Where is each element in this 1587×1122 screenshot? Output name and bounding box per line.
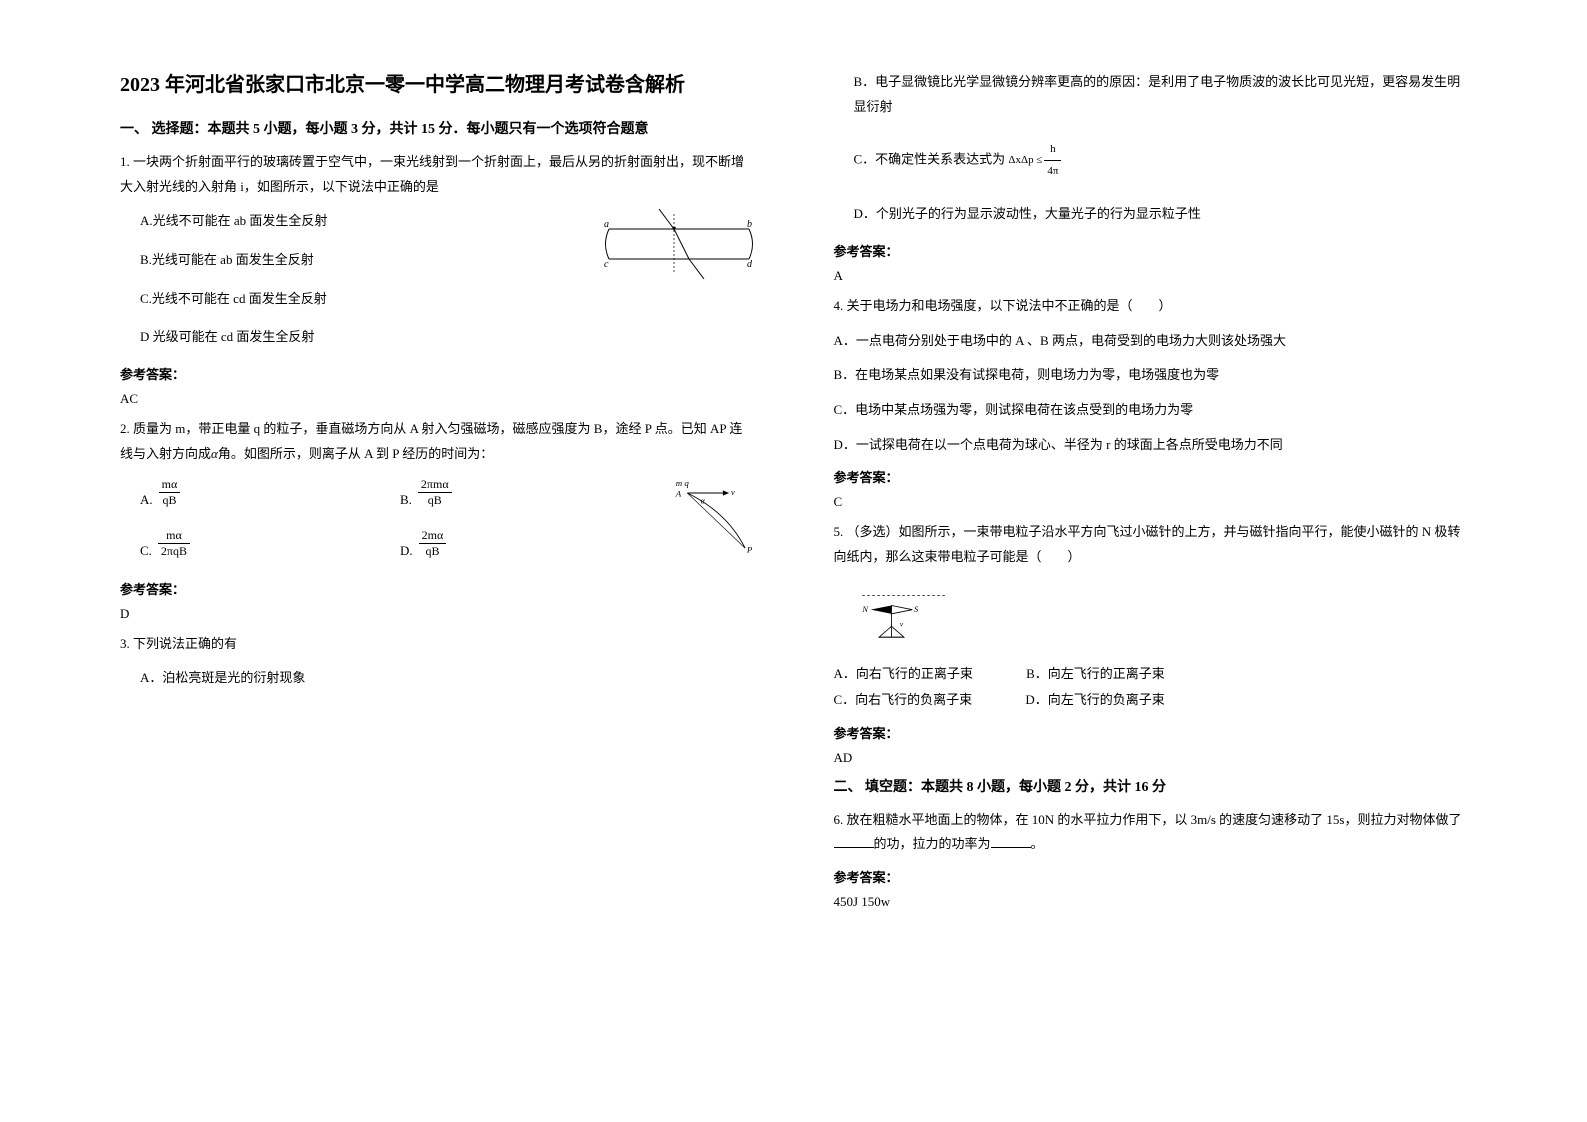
q1-answer: AC	[120, 391, 754, 407]
q2-option-b: B. 2πmαqB	[400, 477, 660, 508]
q3-answer: A	[834, 268, 1468, 284]
svg-text:v: v	[899, 619, 903, 628]
q6-blank-2	[991, 834, 1031, 848]
svg-text:v: v	[730, 486, 734, 496]
q2-options-row-1: A. mαqB B. 2πmαqB	[120, 477, 664, 508]
q3-option-d: D．个别光子的行为显示波动性，大量光子的行为显示粒子性	[834, 202, 1468, 227]
q5-stem: 5. （多选）如图所示，一束带电粒子沿水平方向飞过小磁针的上方，并与磁针指向平行…	[834, 520, 1468, 569]
q3-option-b: B．电子显微镜比光学显微镜分辨率更高的的原因：是利用了电子物质波的波长比可见光短…	[834, 70, 1468, 119]
q5-option-d: D．向左飞行的负离子束	[1025, 687, 1164, 713]
page-title: 2023 年河北省张家口市北京一零一中学高二物理月考试卷含解析	[120, 70, 754, 100]
q5-options-row-2: C．向右飞行的负离子束 D．向左飞行的负离子束	[834, 687, 1468, 713]
svg-text:S: S	[914, 605, 919, 614]
svg-text:P: P	[745, 544, 752, 554]
q5-answer: AD	[834, 750, 1468, 766]
q6-stem: 6. 放在粗糙水平地面上的物体，在 10N 的水平拉力作用下，以 3m/s 的速…	[834, 808, 1468, 857]
q3-answer-label: 参考答案：	[834, 241, 1468, 260]
q4-option-d: D．一试探电荷在以一个点电荷为球心、半径为 r 的球面上各点所受电场力不同	[834, 433, 1468, 458]
q6-blank-1	[834, 834, 874, 848]
q5-option-c: C．向右飞行的负离子束	[834, 687, 973, 713]
q1-option-c: C.光线不可能在 cd 面发生全反射	[120, 287, 754, 312]
section-1-heading: 一、 选择题：本题共 5 小题，每小题 3 分，共计 15 分．每小题只有一个选…	[120, 118, 754, 138]
q3-option-c: C．不确定性关系表达式为 ΔxΔp ≤ h4π	[834, 139, 1468, 182]
svg-text:N: N	[861, 605, 868, 614]
q6-answer-label: 参考答案：	[834, 867, 1468, 886]
svg-text:α: α	[700, 496, 705, 505]
section-2-heading: 二、 填空题：本题共 8 小题，每小题 2 分，共计 16 分	[834, 776, 1468, 796]
q4-option-a: A．一点电荷分别处于电场中的 A 、B 两点，电荷受到的电场力大则该处场强大	[834, 329, 1468, 354]
svg-text:b: b	[747, 219, 752, 230]
q2-answer-label: 参考答案：	[120, 579, 754, 598]
q4-option-b: B．在电场某点如果没有试探电荷，则电场力为零，电场强度也为零	[834, 363, 1468, 388]
q4-option-c: C．电场中某点场强为零，则试探电荷在该点受到的电场力为零	[834, 398, 1468, 423]
q5-diagram: N S v	[854, 588, 954, 648]
q6-answer: 450J 150w	[834, 894, 1468, 910]
svg-text:m q: m q	[675, 477, 689, 487]
q2-options-row-2: C. mα2πqB D. 2mαqB	[120, 528, 664, 559]
q2-diagram: m q A v α P	[674, 477, 754, 557]
svg-text:c: c	[604, 259, 609, 270]
svg-text:A: A	[674, 488, 681, 498]
q5-options-row-1: A．向右飞行的正离子束 B．向左飞行的正离子束	[834, 661, 1468, 687]
svg-text:a: a	[604, 219, 609, 230]
q5-answer-label: 参考答案：	[834, 723, 1468, 742]
svg-text:d: d	[747, 259, 753, 270]
q2-option-d: D. 2mαqB	[400, 528, 660, 559]
q3-stem: 3. 下列说法正确的有	[120, 632, 754, 657]
q4-answer: C	[834, 494, 1468, 510]
q2-answer: D	[120, 606, 754, 622]
q1-diagram: a b c d	[604, 209, 754, 279]
q1-answer-label: 参考答案：	[120, 364, 754, 383]
q2-option-a: A. mαqB	[140, 477, 400, 508]
q1-stem: 1. 一块两个折射面平行的玻璃砖置于空气中，一束光线射到一个折射面上，最后从另的…	[120, 150, 754, 199]
q2-option-c: C. mα2πqB	[140, 528, 400, 559]
q2-stem: 2. 质量为 m，带正电量 q 的粒子，垂直磁场方向从 A 射入匀强磁场，磁感应…	[120, 417, 754, 466]
q5-option-b: B．向左飞行的正离子束	[1026, 661, 1165, 687]
q5-option-a: A．向右飞行的正离子束	[834, 661, 973, 687]
q3-option-a: A．泊松亮斑是光的衍射现象	[120, 666, 754, 691]
q4-answer-label: 参考答案：	[834, 467, 1468, 486]
q4-stem: 4. 关于电场力和电场强度，以下说法中不正确的是（ ）	[834, 294, 1468, 319]
q1-option-d: D 光级可能在 cd 面发生全反射	[120, 325, 754, 350]
